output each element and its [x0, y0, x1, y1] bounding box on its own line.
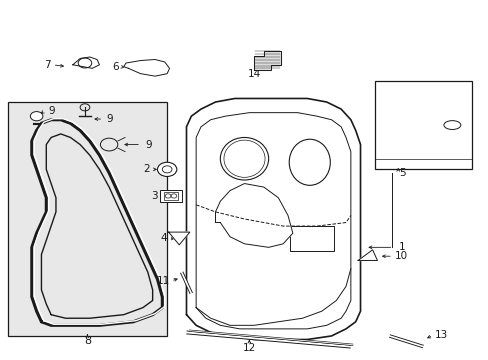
- Bar: [8, 102, 167, 336]
- Text: 13: 13: [434, 330, 447, 340]
- Polygon shape: [168, 232, 189, 245]
- Text: 14: 14: [247, 69, 260, 79]
- Polygon shape: [186, 99, 360, 339]
- Bar: [290, 226, 333, 251]
- Text: 6: 6: [112, 62, 119, 72]
- Text: 11: 11: [156, 276, 169, 286]
- Ellipse shape: [288, 139, 329, 185]
- Ellipse shape: [220, 138, 268, 180]
- Polygon shape: [123, 59, 169, 76]
- Polygon shape: [215, 184, 292, 247]
- Text: 1: 1: [398, 242, 405, 252]
- Text: 9: 9: [145, 140, 152, 149]
- Text: 5: 5: [398, 168, 405, 178]
- Text: 9: 9: [49, 106, 55, 116]
- Text: 7: 7: [44, 60, 51, 70]
- Circle shape: [30, 112, 43, 121]
- Text: 4: 4: [160, 234, 167, 243]
- Bar: [160, 190, 181, 202]
- Text: 2: 2: [143, 165, 150, 174]
- Polygon shape: [254, 51, 280, 70]
- Bar: [374, 81, 471, 169]
- Bar: [163, 192, 178, 200]
- Text: 8: 8: [83, 336, 91, 346]
- Text: 10: 10: [393, 251, 407, 261]
- Polygon shape: [357, 250, 377, 260]
- Text: 12: 12: [242, 343, 255, 354]
- Text: 9: 9: [106, 114, 113, 124]
- Circle shape: [157, 162, 177, 176]
- Text: 3: 3: [150, 191, 157, 201]
